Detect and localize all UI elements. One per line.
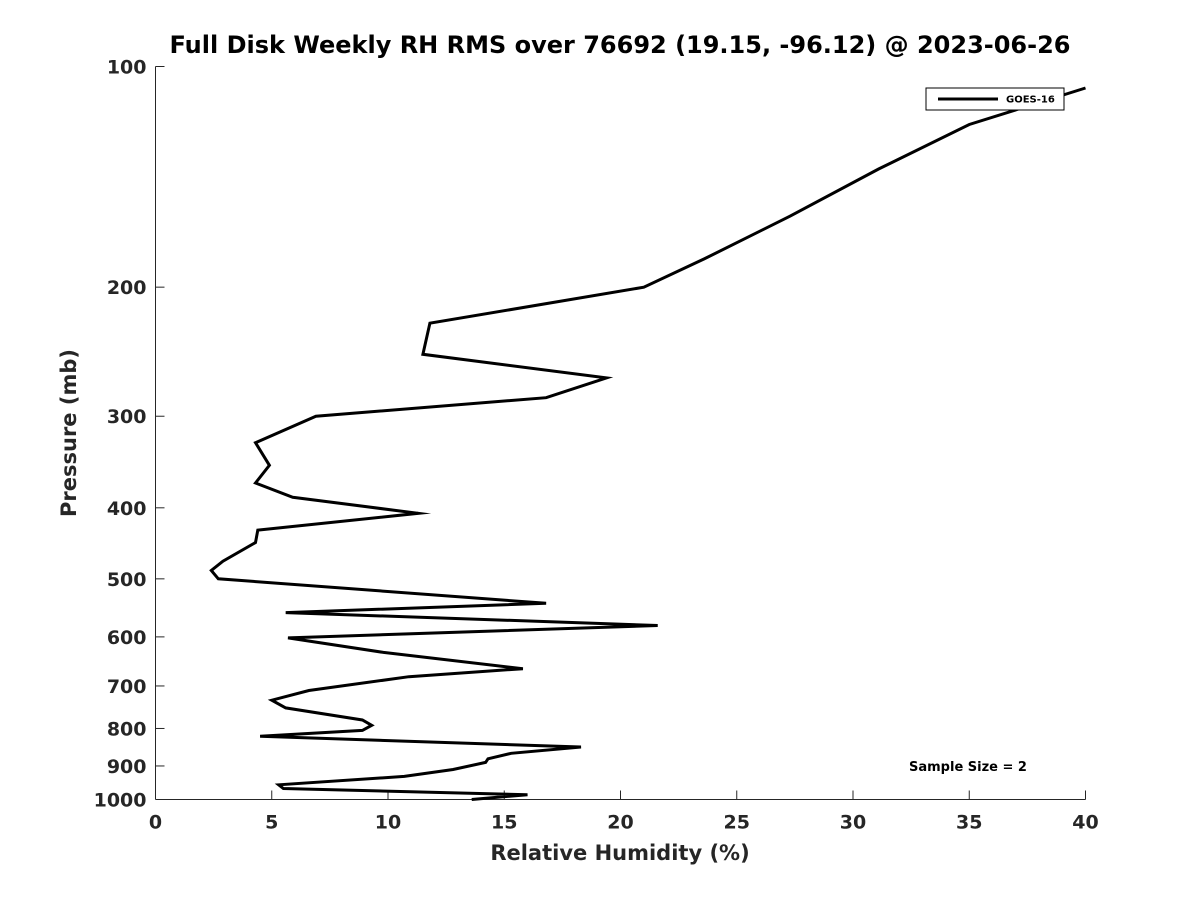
y-tick-label: 1000 [94, 790, 147, 812]
x-tick-label: 10 [375, 812, 401, 834]
y-tick-label: 700 [107, 676, 147, 698]
y-tick-label: 100 [107, 57, 147, 79]
axes: 0 5 10 15 20 25 30 35 40 100 200 300 400 500 600 700 800… [94, 57, 1099, 834]
y-tick-label: 800 [107, 718, 147, 740]
x-tick-label: 5 [265, 812, 278, 834]
y-axis-label: Pressure (mb) [57, 349, 81, 517]
legend: GOES-16 [925, 87, 1065, 111]
legend-label: GOES-16 [1006, 95, 1055, 106]
series-layer [209, 86, 1086, 801]
series-line-goes-16 [209, 86, 1086, 801]
x-axis-label: Relative Humidity (%) [490, 841, 749, 865]
y-tick-label: 600 [107, 627, 147, 649]
y-tick-label: 500 [107, 569, 147, 591]
chart-title: Full Disk Weekly RH RMS over 76692 (19.1… [169, 31, 1070, 59]
plot-area [155, 66, 1086, 800]
x-tick-label: 40 [1072, 812, 1098, 834]
x-tick-label: 20 [607, 812, 633, 834]
x-tick-label: 35 [956, 812, 982, 834]
sample-size-annotation: Sample Size = 2 [909, 760, 1027, 775]
x-tick-label: 25 [724, 812, 750, 834]
x-tick-label: 15 [491, 812, 517, 834]
y-tick-label: 200 [107, 277, 147, 299]
x-tick-label: 0 [149, 812, 162, 834]
y-tick-label: 300 [107, 406, 147, 428]
y-tick-label: 400 [107, 498, 147, 520]
y-tick-label: 900 [107, 756, 147, 778]
x-tick-label: 30 [840, 812, 866, 834]
